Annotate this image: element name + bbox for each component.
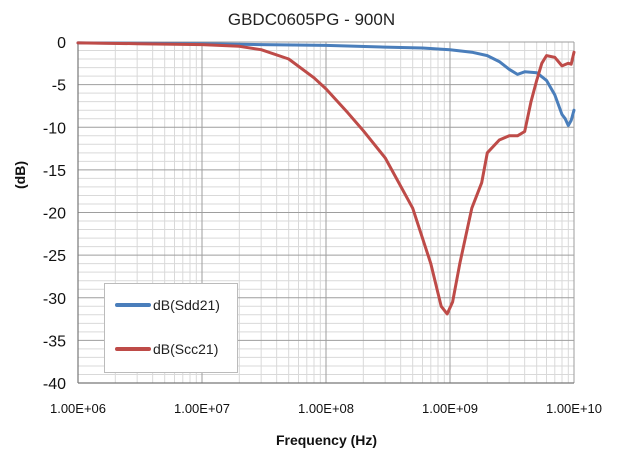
x-tick-label: 1.00E+09	[422, 401, 478, 416]
y-tick-label: -10	[43, 120, 66, 137]
legend: dB(Sdd21) dB(Scc21)	[104, 283, 238, 373]
y-tick-label: -35	[43, 333, 66, 350]
x-tick-label: 1.00E+07	[174, 401, 230, 416]
chart-title: GBDC0605PG - 900N	[227, 10, 396, 29]
y-tick-label: -20	[43, 206, 66, 223]
legend-label-scc21: dB(Scc21)	[153, 341, 219, 357]
legend-item-sdd21: dB(Sdd21)	[115, 296, 220, 314]
legend-label-sdd21: dB(Sdd21)	[153, 297, 220, 313]
y-tick-label: -30	[43, 291, 66, 308]
y-tick-label: -5	[52, 78, 66, 95]
x-tick-label: 1.00E+06	[50, 401, 106, 416]
x-tick-label: 1.00E+08	[298, 401, 354, 416]
y-tick-label: 0	[57, 35, 66, 52]
series-line-db-scc21-	[76, 41, 576, 316]
legend-swatch-scc21	[115, 347, 151, 351]
y-tick-label: -25	[43, 248, 66, 265]
legend-swatch-sdd21	[115, 303, 151, 307]
x-tick-label: 1.00E+10	[546, 401, 602, 416]
y-tick-label: -40	[43, 376, 66, 393]
y-tick-label: -15	[43, 163, 66, 180]
legend-item-scc21: dB(Scc21)	[115, 340, 218, 358]
x-axis-label: Frequency (Hz)	[275, 432, 378, 448]
series-line-db-sdd21-	[76, 41, 576, 127]
